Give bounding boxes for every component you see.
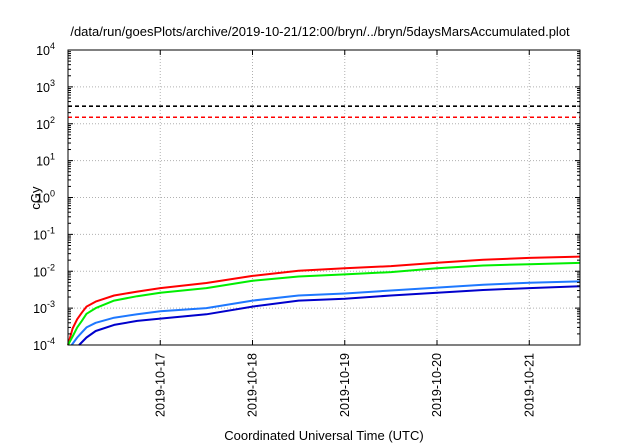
y-tick-label: 10-3 bbox=[33, 299, 55, 316]
y-tick-label: 104 bbox=[36, 41, 55, 58]
grid bbox=[68, 50, 580, 345]
y-tick-label: 10-2 bbox=[33, 262, 55, 279]
chart-title: /data/run/goesPlots/archive/2019-10-21/1… bbox=[70, 24, 570, 39]
y-tick-label: 10-1 bbox=[33, 225, 55, 242]
y-tick-label: 102 bbox=[36, 115, 55, 132]
x-tick-label: 2019-10-19 bbox=[338, 353, 352, 417]
series-lines bbox=[67, 255, 581, 346]
x-tick-label: 2019-10-20 bbox=[430, 353, 444, 417]
x-axis-label: Coordinated Universal Time (UTC) bbox=[224, 428, 423, 443]
y-axis-label: cGy bbox=[28, 186, 43, 210]
reference-lines bbox=[68, 105, 580, 119]
series-line bbox=[78, 285, 581, 346]
series-line bbox=[67, 255, 581, 346]
series-line bbox=[70, 280, 581, 346]
y-tick-label: 103 bbox=[36, 78, 55, 95]
x-tick-label: 2019-10-17 bbox=[153, 353, 167, 417]
x-tick-label: 2019-10-18 bbox=[246, 353, 260, 417]
x-axis: 2019-10-17 2019-10-18 2019-10-19 2019-10-20… bbox=[153, 50, 536, 417]
series-line bbox=[67, 261, 581, 346]
x-tick-label: 2019-10-21 bbox=[522, 353, 536, 417]
y-tick-label: 101 bbox=[36, 152, 55, 169]
y-tick-label: 10-4 bbox=[33, 336, 55, 353]
